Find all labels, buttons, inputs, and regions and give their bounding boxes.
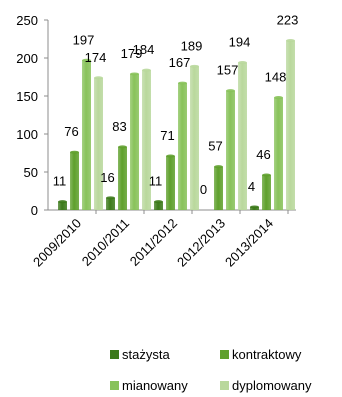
data-label: 16 [100,170,114,185]
bar [274,97,283,210]
bar [82,60,91,210]
y-tick-label: 200 [16,51,38,66]
bar-cap [286,39,295,43]
x-tick-label: 2011/2012 [127,216,180,269]
bar-cap [82,58,91,62]
bar [70,152,79,210]
bar-cap [142,68,151,72]
x-tick-label: 2013/2014 [222,216,276,270]
y-tick-label: 250 [16,13,38,28]
legend: stażysta kontraktowy mianowany dyplomowa… [0,337,342,397]
bar [106,197,115,210]
legend-item-series-1: stażysta [110,347,170,362]
bar-cap [262,173,271,177]
y-tick-label: 100 [16,127,38,142]
bar [214,166,223,210]
data-label: 167 [169,55,191,70]
bar [94,77,103,210]
bar-cap [106,196,115,200]
bar-cap [130,72,139,76]
bar-cap [226,89,235,93]
legend-swatch-series-4 [220,381,229,390]
data-label: 0 [200,182,207,197]
bar [250,206,259,210]
bar-cap [70,150,79,154]
x-tick-label: 2009/2010 [30,216,84,270]
data-label: 57 [208,139,222,154]
legend-label-series-4: dyplomowany [232,378,312,393]
legend-swatch-series-2 [220,350,229,359]
bar-cap [274,96,283,100]
y-axis: 0 50 100 150 200 250 [16,13,49,218]
legend-item-series-3: mianowany [110,378,188,393]
data-label: 179 [121,46,143,61]
data-label: 174 [85,50,107,65]
data-label: 223 [277,13,299,28]
bar-cap [250,205,259,209]
bar-cap [154,200,163,204]
bar [142,70,151,210]
bar-cap [190,64,199,68]
x-tick-label: 2012/2013 [174,216,228,270]
data-label: 184 [133,42,155,57]
bar-cap [58,200,67,204]
legend-label-series-1: stażysta [122,347,170,362]
bar [166,156,175,210]
legend-item-series-2: kontraktowy [220,347,301,362]
data-label: 157 [217,63,239,78]
data-label: 83 [112,119,126,134]
data-label: 148 [265,70,287,85]
data-label: 71 [160,128,174,143]
bar [226,90,235,210]
data-label: 46 [256,147,270,162]
bar [58,201,67,210]
data-label: 11 [53,174,67,189]
bar [238,62,247,211]
data-label: 194 [229,35,251,50]
data-label: 189 [181,38,203,53]
x-axis: 2009/20102010/20112011/20122012/20132013… [30,209,296,270]
y-tick-label: 0 [31,203,38,218]
data-label: 4 [248,179,255,194]
bar [130,73,139,211]
data-label: 11 [149,174,163,189]
data-label: 76 [64,124,78,139]
bar-cap [118,145,127,149]
y-tick-label: 50 [24,165,38,180]
bars [58,39,295,211]
bar-cap [166,154,175,158]
bar [154,201,163,210]
data-label: 197 [73,32,95,47]
bar-chart: 0 50 100 150 200 250 2009/20102010/20112011/2… [16,13,299,270]
bar [118,146,127,210]
bar [178,83,187,210]
bar [262,175,271,210]
bar [190,66,199,210]
bar-cap [178,81,187,85]
bar [286,40,295,210]
legend-swatch-series-3 [110,381,119,390]
bar-cap [214,165,223,169]
legend-label-series-2: kontraktowy [232,347,302,362]
y-tick-label: 150 [16,89,38,104]
legend-swatch-series-1 [110,350,119,359]
bar-cap [238,61,247,65]
legend-item-series-4: dyplomowany [220,378,312,393]
legend-label-series-3: mianowany [122,378,188,393]
x-tick-label: 2010/2011 [79,216,132,269]
bar-cap [94,76,103,80]
